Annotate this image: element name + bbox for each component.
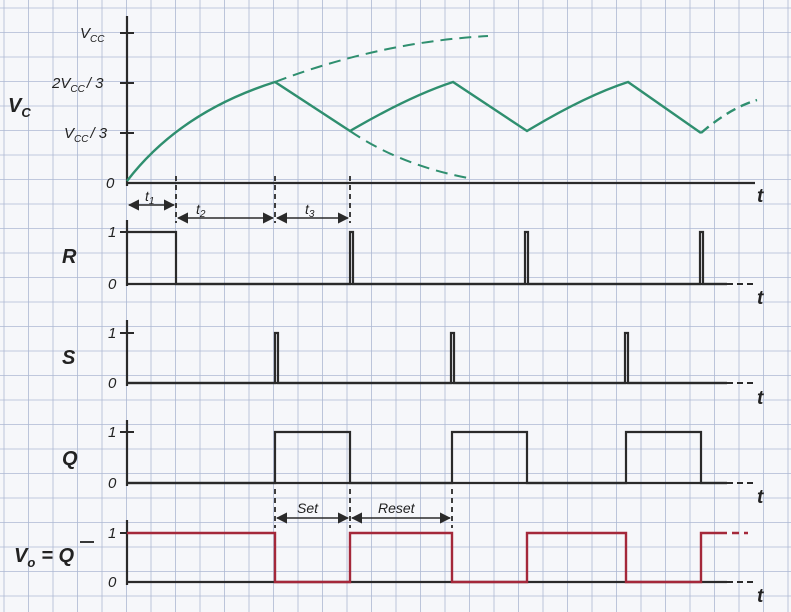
- vc-panel: VC VCC 2VCC/ 3 VCC/ 3 0 t t1 t2 t3: [8, 16, 764, 224]
- r-panel: R 1 0 t: [62, 220, 764, 309]
- q-zero-label: 0: [108, 475, 117, 492]
- q-t-label: t: [757, 487, 764, 508]
- vo-zero-label: 0: [108, 574, 117, 591]
- vo-one-label: 1: [108, 525, 116, 542]
- vc-discharge-asymptote: [349, 130, 469, 179]
- q-waveform: [127, 430, 727, 485]
- t1-label: t1: [145, 188, 154, 207]
- vo-label: Vo = Q: [14, 545, 75, 570]
- r-waveform: [127, 230, 727, 286]
- s-t-label: t: [757, 388, 764, 409]
- set-label: Set: [297, 500, 319, 516]
- vo-waveform: [127, 531, 720, 584]
- vc-charge-asymptote: [274, 35, 489, 83]
- vc-zero-label: 0: [106, 175, 115, 192]
- vc-tick-label-vcc: VCC: [80, 25, 105, 45]
- s-zero-label: 0: [108, 375, 117, 392]
- r-t-label: t: [757, 288, 764, 309]
- q-label: Q: [62, 448, 78, 470]
- vc-t-label: t: [757, 186, 764, 207]
- r-one-label: 1: [108, 224, 116, 241]
- t2-label: t2: [196, 201, 206, 220]
- t3-label: t3: [305, 201, 315, 220]
- r-zero-label: 0: [108, 276, 117, 293]
- r-label: R: [62, 246, 77, 268]
- vo-label-qbar: Q: [59, 545, 75, 567]
- reset-label: Reset: [378, 500, 416, 516]
- q-one-label: 1: [108, 424, 116, 441]
- vc-waveform-continuation: [700, 98, 758, 134]
- vc-tick-label-1vcc: VCC/ 3: [64, 125, 108, 145]
- s-panel: S 1 0 t: [62, 320, 764, 409]
- s-label: S: [62, 347, 76, 369]
- vc-waveform: [126, 80, 702, 182]
- s-waveform: [127, 331, 727, 385]
- q-panel: Q 1 0 t: [62, 420, 764, 528]
- vo-t-label: t: [757, 586, 764, 607]
- s-one-label: 1: [108, 325, 116, 342]
- vc-tick-label-2vcc: 2VCC/ 3: [51, 75, 104, 95]
- vc-label: VC: [8, 95, 31, 120]
- vo-panel: Set Reset Vo = Q 1 0 t: [14, 500, 764, 607]
